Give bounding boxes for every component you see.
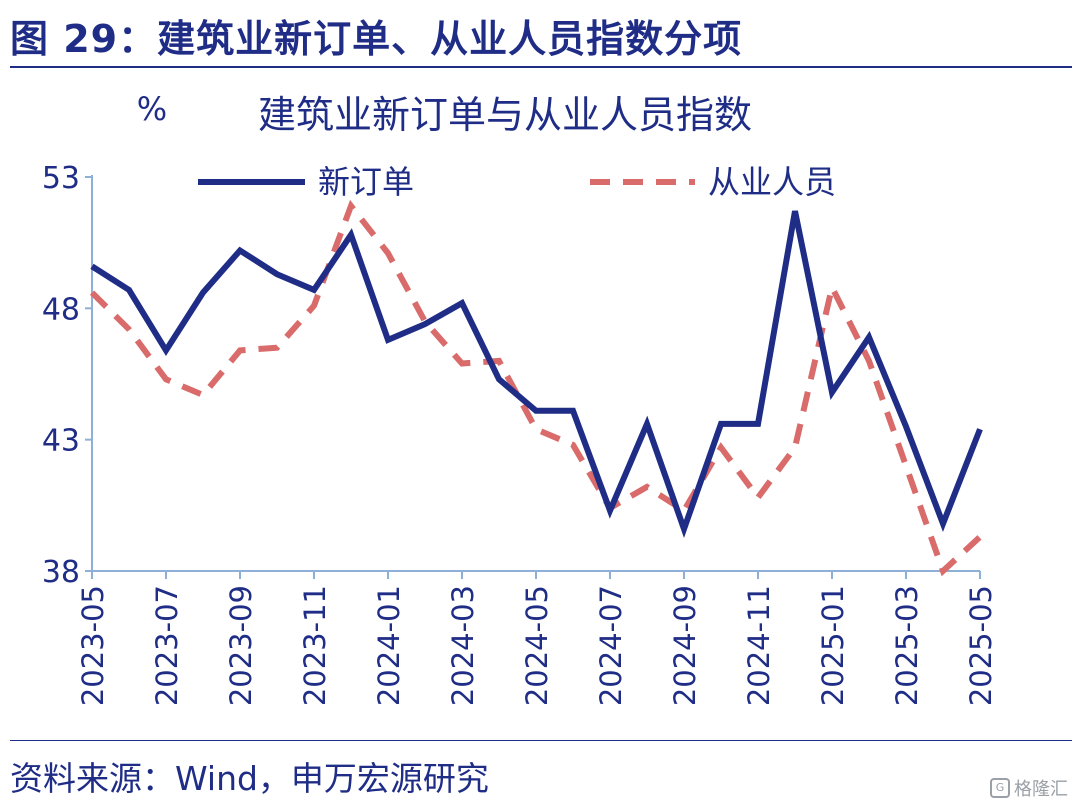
x-tick-label: 2024-09 (668, 585, 702, 706)
x-tick-label: 2023-07 (150, 585, 184, 706)
watermark-text: 格隆汇 (1014, 779, 1068, 800)
x-tick-label: 2025-05 (964, 585, 998, 706)
y-tick-label: 48 (42, 292, 80, 327)
line-chart: 建筑业新订单与从业人员指数 % 新订单 从业人员 38 43 48 53 2023-05… (42, 90, 998, 706)
x-tick-label: 2024-07 (594, 585, 628, 706)
series-layer (89, 199, 983, 577)
x-tick-label: 2024-01 (372, 585, 406, 706)
x-tick-labels: 2023-05 2023-07 2023-09 2023-11 2024-01 2024-… (76, 585, 998, 706)
title-divider (10, 66, 1072, 68)
y-tick-labels: 38 43 48 53 (42, 161, 80, 590)
source-note: 资料来源：Wind，申万宏源研究 (10, 759, 489, 798)
y-tick-label: 43 (42, 424, 80, 459)
legend-label: 新订单 (318, 163, 414, 201)
watermark: G 格隆汇 (990, 775, 1068, 801)
x-tick-label: 2025-03 (890, 585, 924, 706)
figure-title: 图 29：建筑业新订单、从业人员指数分项 (10, 17, 743, 61)
axes (85, 175, 981, 579)
x-tick-label: 2024-05 (520, 585, 554, 706)
legend-label: 从业人员 (708, 163, 836, 201)
x-tick-label: 2023-11 (298, 585, 332, 706)
x-tick-label: 2024-03 (446, 585, 480, 706)
x-tick-label: 2023-09 (224, 585, 258, 706)
y-tick-label: 38 (42, 555, 80, 590)
y-tick-label: 53 (42, 161, 80, 196)
watermark-logo-icon: G (990, 778, 1010, 798)
x-tick-label: 2025-01 (816, 585, 850, 706)
chart-title: 建筑业新订单与从业人员指数 (258, 93, 752, 137)
source-divider (10, 740, 1072, 741)
legend: 新订单 从业人员 (198, 163, 836, 201)
x-tick-label: 2024-11 (742, 585, 776, 706)
x-tick-label: 2023-05 (76, 585, 110, 706)
series-line-new-orders (90, 210, 983, 539)
y-axis-unit: % (137, 90, 167, 128)
series-line-employment (89, 199, 983, 577)
